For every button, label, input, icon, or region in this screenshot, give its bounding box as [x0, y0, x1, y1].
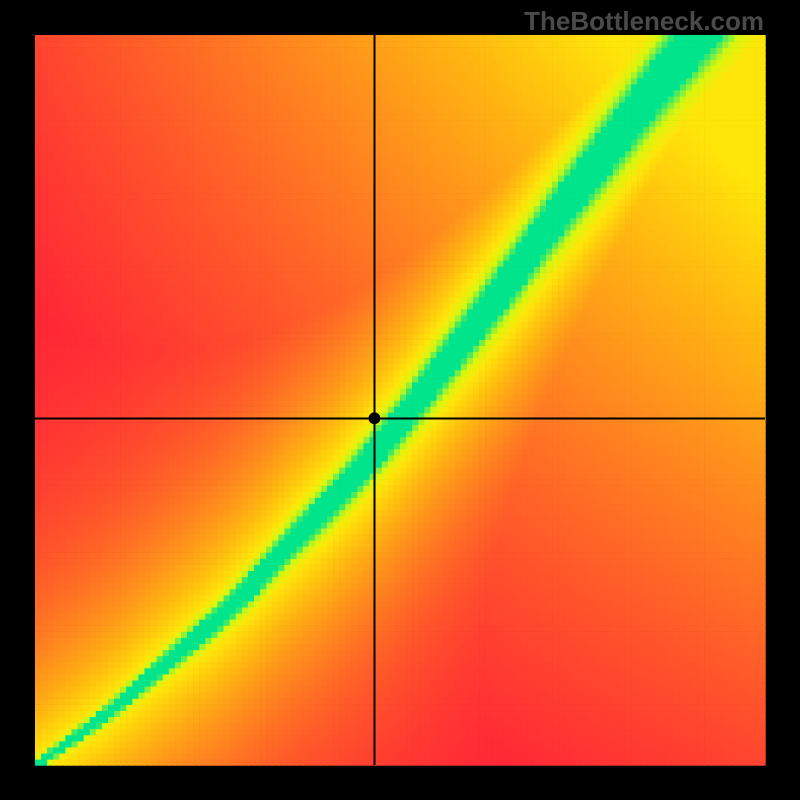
bottleneck-heatmap — [0, 0, 800, 800]
chart-container: TheBottleneck.com — [0, 0, 800, 800]
